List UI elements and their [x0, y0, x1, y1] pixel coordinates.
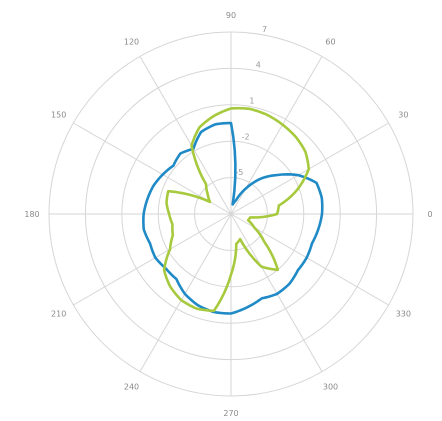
series-line-2: [162, 106, 311, 313]
angular-tick-labels: 0 30 60 90 120 150 180 210 240 270 300 330: [24, 11, 432, 418]
angular-tick-label: 240: [124, 382, 139, 391]
angular-tick-label: 300: [323, 382, 338, 391]
angular-tick-label: 180: [24, 210, 39, 219]
radial-tick-label: -5: [235, 168, 243, 177]
angular-tick-label: 330: [396, 310, 411, 319]
radial-tick-label: -2: [242, 132, 250, 141]
radial-tick-label: 1: [249, 96, 254, 105]
angular-tick-label: 120: [124, 38, 139, 47]
angular-grid-spoke: [139, 56, 232, 215]
angular-tick-label: 150: [51, 111, 66, 120]
angular-tick-label: 60: [325, 38, 335, 47]
radial-tick-labels: -5 -2 1 4 7: [235, 25, 267, 177]
angular-grid-spoke: [73, 213, 232, 306]
series-line-1: [142, 121, 324, 315]
series-lines: [142, 106, 324, 315]
angular-tick-label: 90: [226, 11, 236, 20]
angular-tick-label: 210: [51, 310, 66, 319]
angular-tick-label: 0: [427, 210, 432, 219]
polar-grid: [48, 31, 414, 397]
angular-tick-label: 30: [398, 111, 408, 120]
radial-tick-label: 7: [262, 25, 267, 34]
radial-tick-label: 4: [256, 61, 261, 70]
angular-tick-label: 270: [223, 409, 238, 418]
